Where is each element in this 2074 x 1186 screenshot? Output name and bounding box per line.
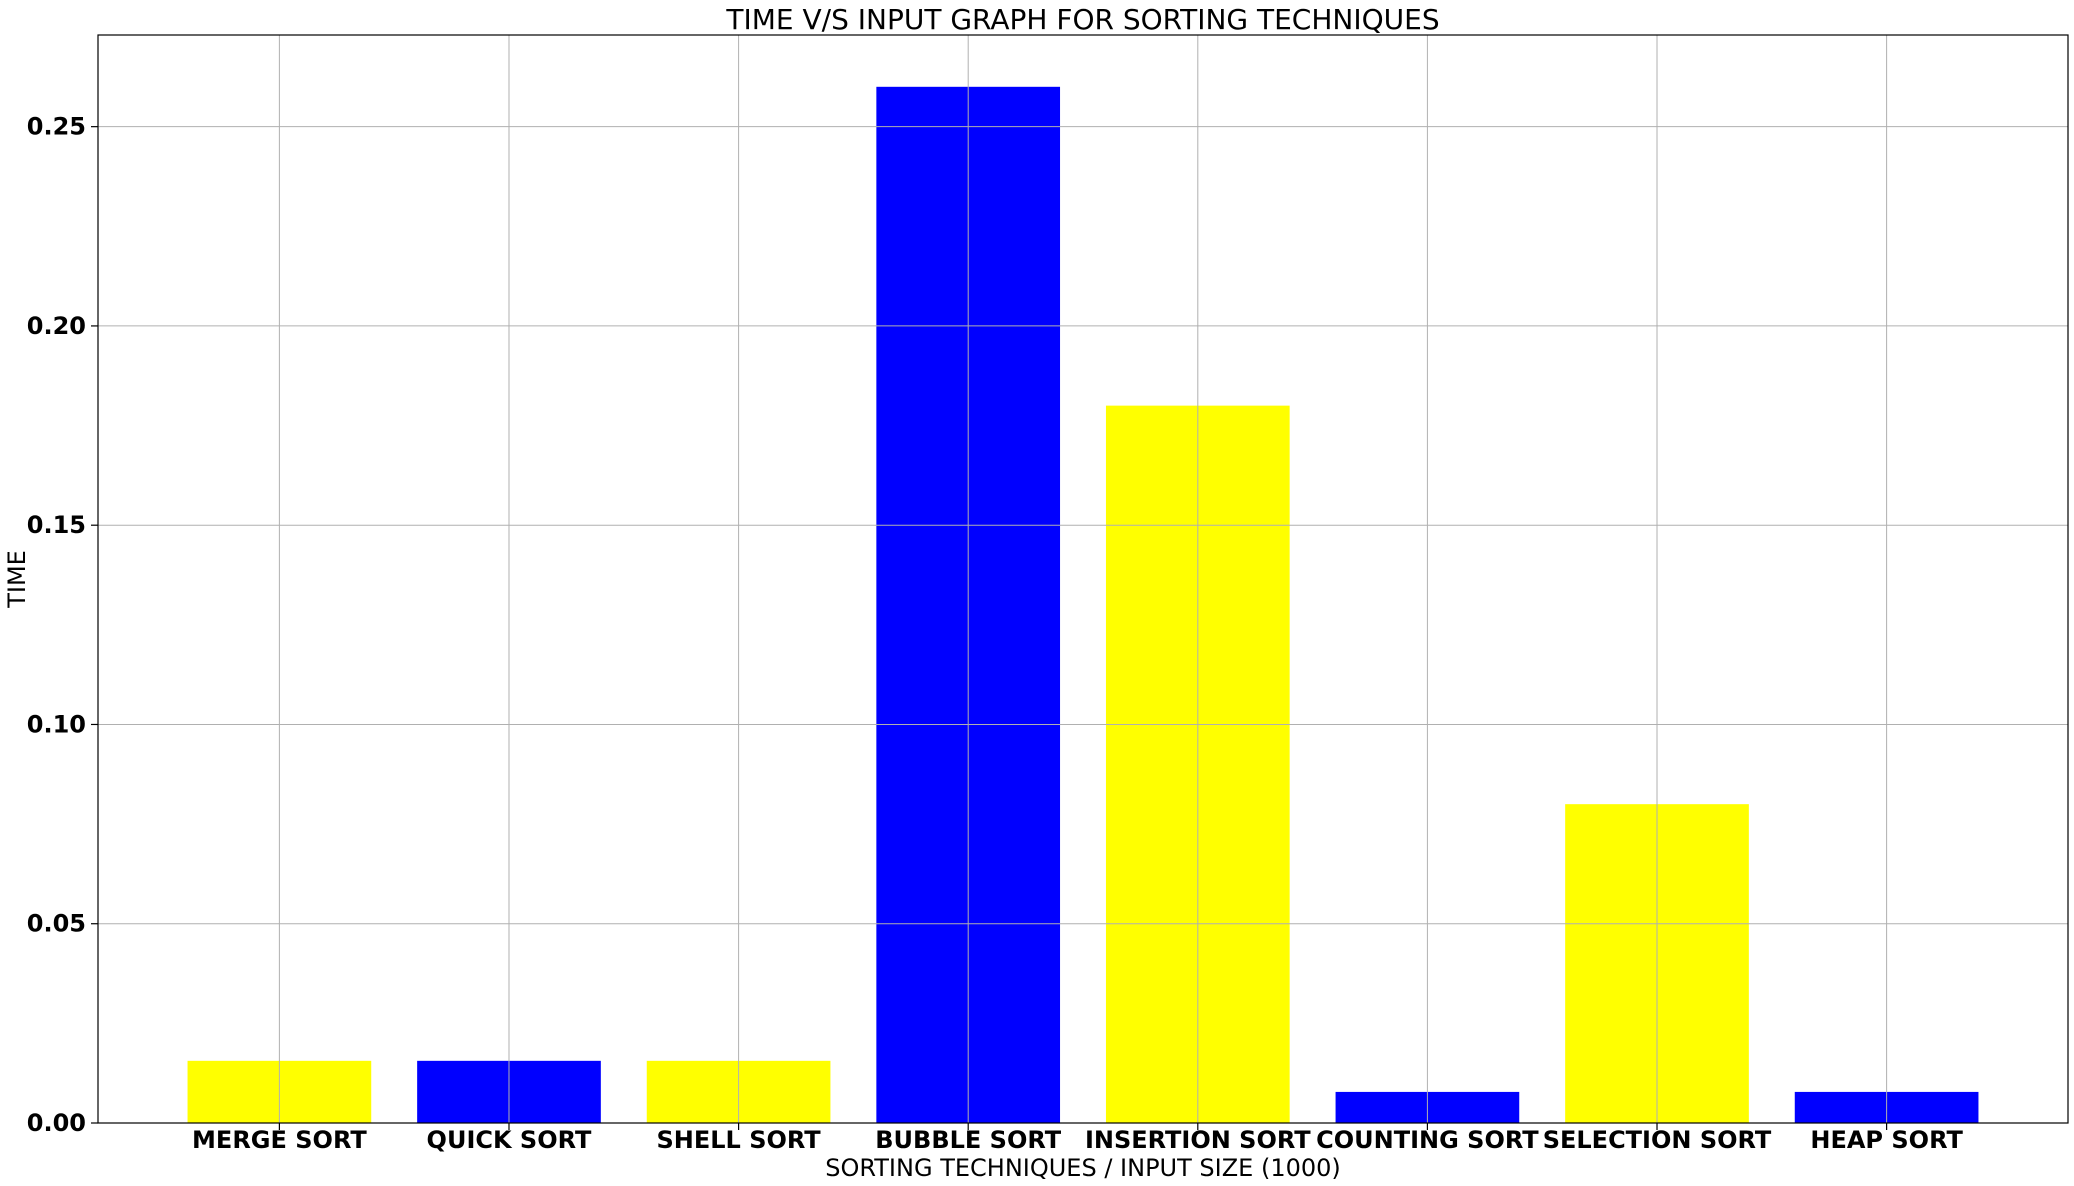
- y-tick-label: 0.15: [27, 511, 86, 539]
- y-axis-ticks: 0.00 0.05 0.10 0.15 0.20 0.25: [27, 113, 98, 1137]
- x-tick-label: QUICK SORT: [427, 1126, 592, 1154]
- x-axis-ticks: MERGE SORT QUICK SORT SHELL SORT BUBBLE SOR…: [192, 1123, 1963, 1154]
- axes: [97, 34, 2069, 1124]
- y-tick-label: 0.20: [27, 312, 86, 340]
- x-tick-label: SELECTION SORT: [1543, 1126, 1772, 1154]
- plot-frame: [97, 34, 2069, 1124]
- y-tick-label: 0.00: [27, 1109, 86, 1137]
- x-axis-label: SORTING TECHNIQUES / INPUT SIZE (1000): [825, 1154, 1341, 1182]
- x-tick-label: HEAP SORT: [1810, 1126, 1963, 1154]
- x-tick-label: COUNTING SORT: [1316, 1126, 1539, 1154]
- grid: [98, 35, 2068, 1124]
- bars: [187, 86, 1979, 1124]
- y-axis-label: TIME: [3, 550, 31, 609]
- x-tick-label: BUBBLE SORT: [875, 1126, 1062, 1154]
- y-tick-label: 0.05: [27, 910, 86, 938]
- x-tick-label: MERGE SORT: [192, 1126, 367, 1154]
- y-tick-label: 0.10: [27, 710, 86, 738]
- chart-title: TIME V/S INPUT GRAPH FOR SORTING TECHNIQ…: [725, 3, 1439, 36]
- y-tick-label: 0.25: [27, 113, 86, 141]
- x-tick-label: INSERTION SORT: [1085, 1126, 1311, 1154]
- x-tick-label: SHELL SORT: [657, 1126, 822, 1154]
